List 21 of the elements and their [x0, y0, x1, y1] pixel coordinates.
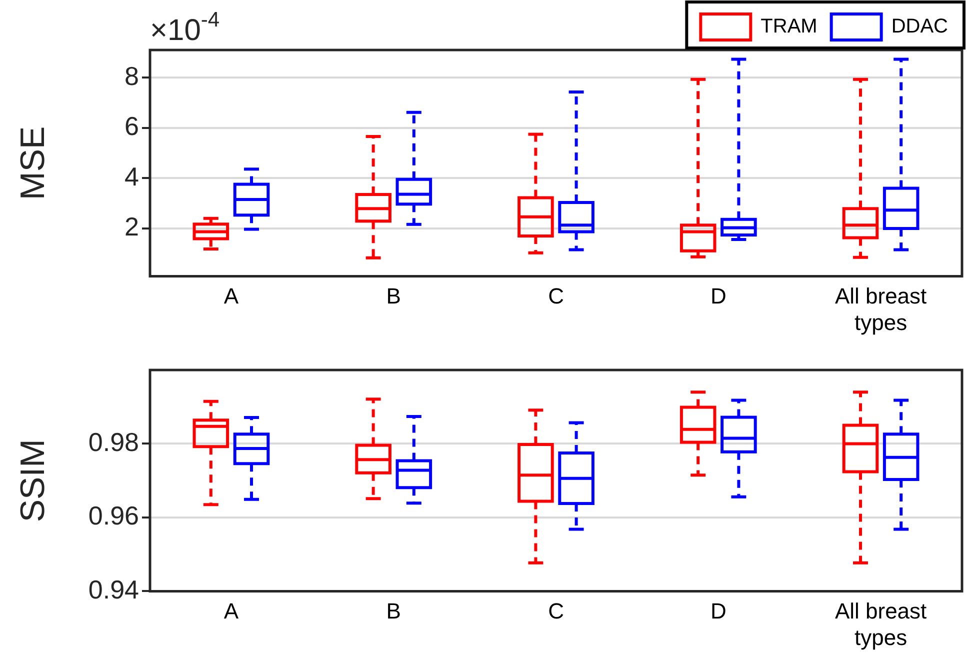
y-axis-title: MSE: [14, 126, 52, 200]
y-axis-title: SSIM: [14, 439, 52, 522]
y-tick-label: 0.96: [88, 500, 139, 531]
x-tick-label: All breast types: [834, 598, 927, 650]
x-tick-label: All breast types: [834, 283, 927, 335]
y-tick-label: 2: [124, 212, 139, 242]
x-tick-label: D: [710, 598, 726, 624]
y-tick-label: 8: [124, 60, 139, 91]
y-tick-label: 0.98: [88, 426, 139, 457]
y-tick-label: 6: [124, 111, 139, 142]
x-tick-label: C: [548, 283, 564, 308]
legend-label: DDAC: [891, 16, 948, 38]
x-tick-label: C: [548, 598, 564, 624]
y-tick-label: 0.94: [88, 574, 139, 604]
legend-label: TRAM: [760, 16, 818, 38]
x-tick-label: B: [386, 598, 401, 624]
y-tick-label: 4: [124, 161, 139, 192]
x-tick-label: D: [710, 283, 726, 308]
x-tick-label: A: [224, 598, 239, 624]
x-tick-label: B: [386, 283, 401, 308]
x-tick-label: A: [224, 283, 239, 308]
